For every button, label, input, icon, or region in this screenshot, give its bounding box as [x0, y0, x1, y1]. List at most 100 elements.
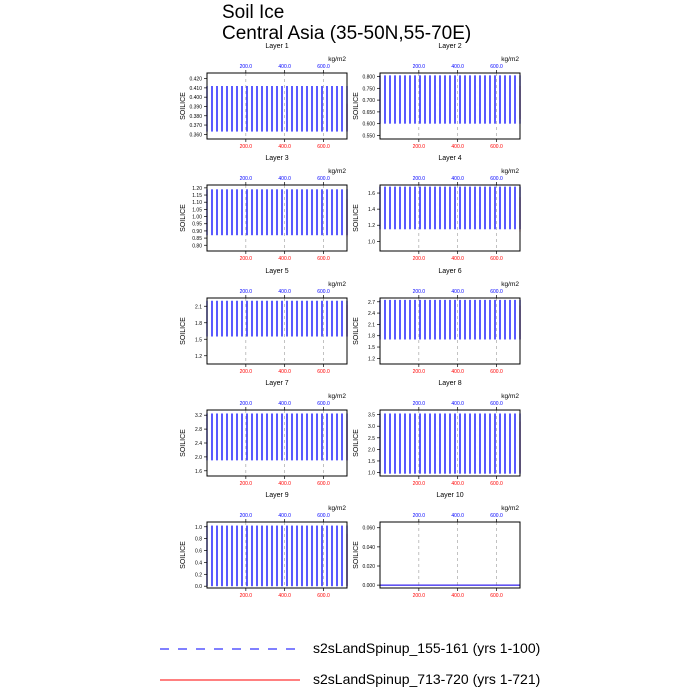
- x-tick-label-top: 600.0: [490, 176, 503, 182]
- x-tick-label-bottom: 400.0: [451, 593, 464, 599]
- y-tick-label: 2.4: [195, 441, 202, 447]
- plot-frame: [379, 521, 521, 589]
- y-tick-label: 3.2: [195, 413, 202, 419]
- y-tick-label: 0.390: [189, 104, 202, 110]
- y-tick-label: 0.060: [362, 526, 375, 532]
- y-tick-label: 3.5: [368, 413, 375, 419]
- y-tick-label: 0.6: [195, 549, 202, 555]
- panel-title: Layer 4: [438, 155, 461, 162]
- x-tick-label-bottom: 600.0: [317, 256, 330, 262]
- y-tick-label: 1.10: [192, 200, 202, 206]
- chart-title-line-2: Central Asia (35-50N,55-70E): [222, 23, 472, 44]
- panel-title: Layer 8: [438, 380, 461, 387]
- x-tick-label-bottom: 600.0: [490, 593, 503, 599]
- chart-title: Soil Ice Central Asia (35-50N,55-70E): [222, 2, 471, 44]
- x-tick-label-top: 200.0: [413, 513, 426, 519]
- y-tick-label: 0.85: [192, 236, 202, 242]
- y-tick-label: 2.5: [368, 436, 375, 442]
- x-tick-label-top: 200.0: [413, 289, 426, 295]
- x-tick-label-top: 600.0: [490, 401, 503, 407]
- y-tick-label: 2.1: [368, 322, 375, 328]
- y-tick-label: 0.95: [192, 222, 202, 228]
- plot-frame: [206, 521, 348, 589]
- panel-title: Layer 1: [265, 43, 288, 50]
- x-tick-label-top: 600.0: [317, 176, 330, 182]
- x-tick-label-top: 400.0: [278, 289, 291, 295]
- y-tick-label: 0.400: [189, 95, 202, 101]
- y-tick-label: 0.420: [189, 77, 202, 83]
- plot-frame: [206, 72, 348, 140]
- y-tick-label: 1.0: [195, 525, 202, 531]
- panel-layer-10: Layer 10 kg/m2 SOILICE 0.000 0.020 0.040 0.060…: [353, 492, 521, 599]
- plot-frame: [379, 297, 521, 365]
- y-tick-label: 2.1: [195, 304, 202, 310]
- unit-label: kg/m2: [328, 393, 346, 400]
- y-tick-label: 1.5: [368, 345, 375, 351]
- series-155-161: [206, 86, 348, 132]
- y-tick-label: 0.700: [362, 98, 375, 104]
- panel-title: Layer 3: [265, 155, 288, 162]
- y-tick-label: 1.05: [192, 207, 202, 213]
- unit-label: kg/m2: [501, 281, 519, 288]
- plot-frame: [379, 184, 521, 252]
- x-tick-label-bottom: 600.0: [490, 256, 503, 262]
- x-tick-label-top: 200.0: [240, 401, 253, 407]
- x-tick-label-bottom: 200.0: [413, 144, 426, 150]
- x-tick-label-bottom: 600.0: [317, 593, 330, 599]
- plot-frame: [379, 409, 521, 477]
- y-axis-label: SOILICE: [353, 92, 360, 120]
- y-tick-label: 0.600: [362, 122, 375, 128]
- x-tick-label-bottom: 600.0: [490, 369, 503, 375]
- y-tick-label: 1.20: [192, 186, 202, 192]
- x-tick-label-top: 400.0: [278, 401, 291, 407]
- y-tick-label: 0.750: [362, 86, 375, 92]
- x-tick-label-top: 200.0: [240, 176, 253, 182]
- x-tick-label-top: 200.0: [240, 289, 253, 295]
- y-tick-label: 1.5: [368, 459, 375, 465]
- x-tick-label-bottom: 200.0: [240, 256, 253, 262]
- x-tick-label-top: 400.0: [451, 64, 464, 70]
- x-tick-label-bottom: 200.0: [240, 144, 253, 150]
- panel-layer-7: Layer 7 kg/m2 SOILICE 1.6 2.0 2.4 2.8 3.2 200.0 4…: [180, 380, 348, 487]
- x-tick-label-bottom: 400.0: [451, 256, 464, 262]
- unit-label: kg/m2: [501, 505, 519, 512]
- x-tick-label-bottom: 600.0: [490, 144, 503, 150]
- panel-title: Layer 7: [265, 380, 288, 387]
- panel-title: Layer 2: [438, 43, 461, 50]
- plot-frame: [379, 72, 521, 140]
- y-tick-label: 0.2: [195, 572, 202, 578]
- panel-title: Layer 10: [436, 492, 463, 499]
- x-tick-label-top: 200.0: [240, 64, 253, 70]
- y-tick-label: 0.360: [189, 132, 202, 138]
- x-tick-label-bottom: 400.0: [278, 593, 291, 599]
- x-tick-label-bottom: 400.0: [451, 481, 464, 487]
- x-tick-label-bottom: 200.0: [413, 369, 426, 375]
- x-tick-label-bottom: 200.0: [413, 481, 426, 487]
- x-tick-label-top: 400.0: [278, 176, 291, 182]
- y-tick-label: 1.2: [368, 223, 375, 229]
- y-tick-label: 1.8: [368, 334, 375, 340]
- x-tick-label-bottom: 400.0: [451, 144, 464, 150]
- y-tick-label: 2.0: [195, 455, 202, 461]
- y-axis-label: SOILICE: [180, 92, 187, 120]
- series-155-161: [206, 413, 348, 461]
- y-tick-label: 0.000: [362, 583, 375, 589]
- x-tick-label-bottom: 600.0: [490, 481, 503, 487]
- plot-frame: [206, 297, 348, 365]
- y-tick-label: 1.0: [368, 471, 375, 477]
- y-tick-label: 2.7: [368, 300, 375, 306]
- y-tick-label: 3.0: [368, 424, 375, 430]
- chart-title-line-1: Soil Ice: [222, 2, 285, 23]
- y-tick-label: 0.4: [195, 560, 202, 566]
- y-tick-label: 0.80: [192, 243, 202, 249]
- unit-label: kg/m2: [328, 56, 346, 63]
- panel-layer-3: Layer 3 kg/m2 SOILICE 0.800.850.900.951.00 1…: [180, 155, 348, 262]
- y-tick-label: 1.00: [192, 215, 202, 221]
- panel-layer-9: Layer 9 kg/m2 SOILICE 0.0 0.2 0.4 0.6 0.8 1.0 200…: [180, 492, 348, 599]
- plot-frame: [206, 184, 348, 252]
- x-tick-label-bottom: 200.0: [413, 593, 426, 599]
- y-tick-label: 1.5: [195, 337, 202, 343]
- y-tick-label: 1.6: [368, 191, 375, 197]
- y-tick-label: 0.020: [362, 564, 375, 570]
